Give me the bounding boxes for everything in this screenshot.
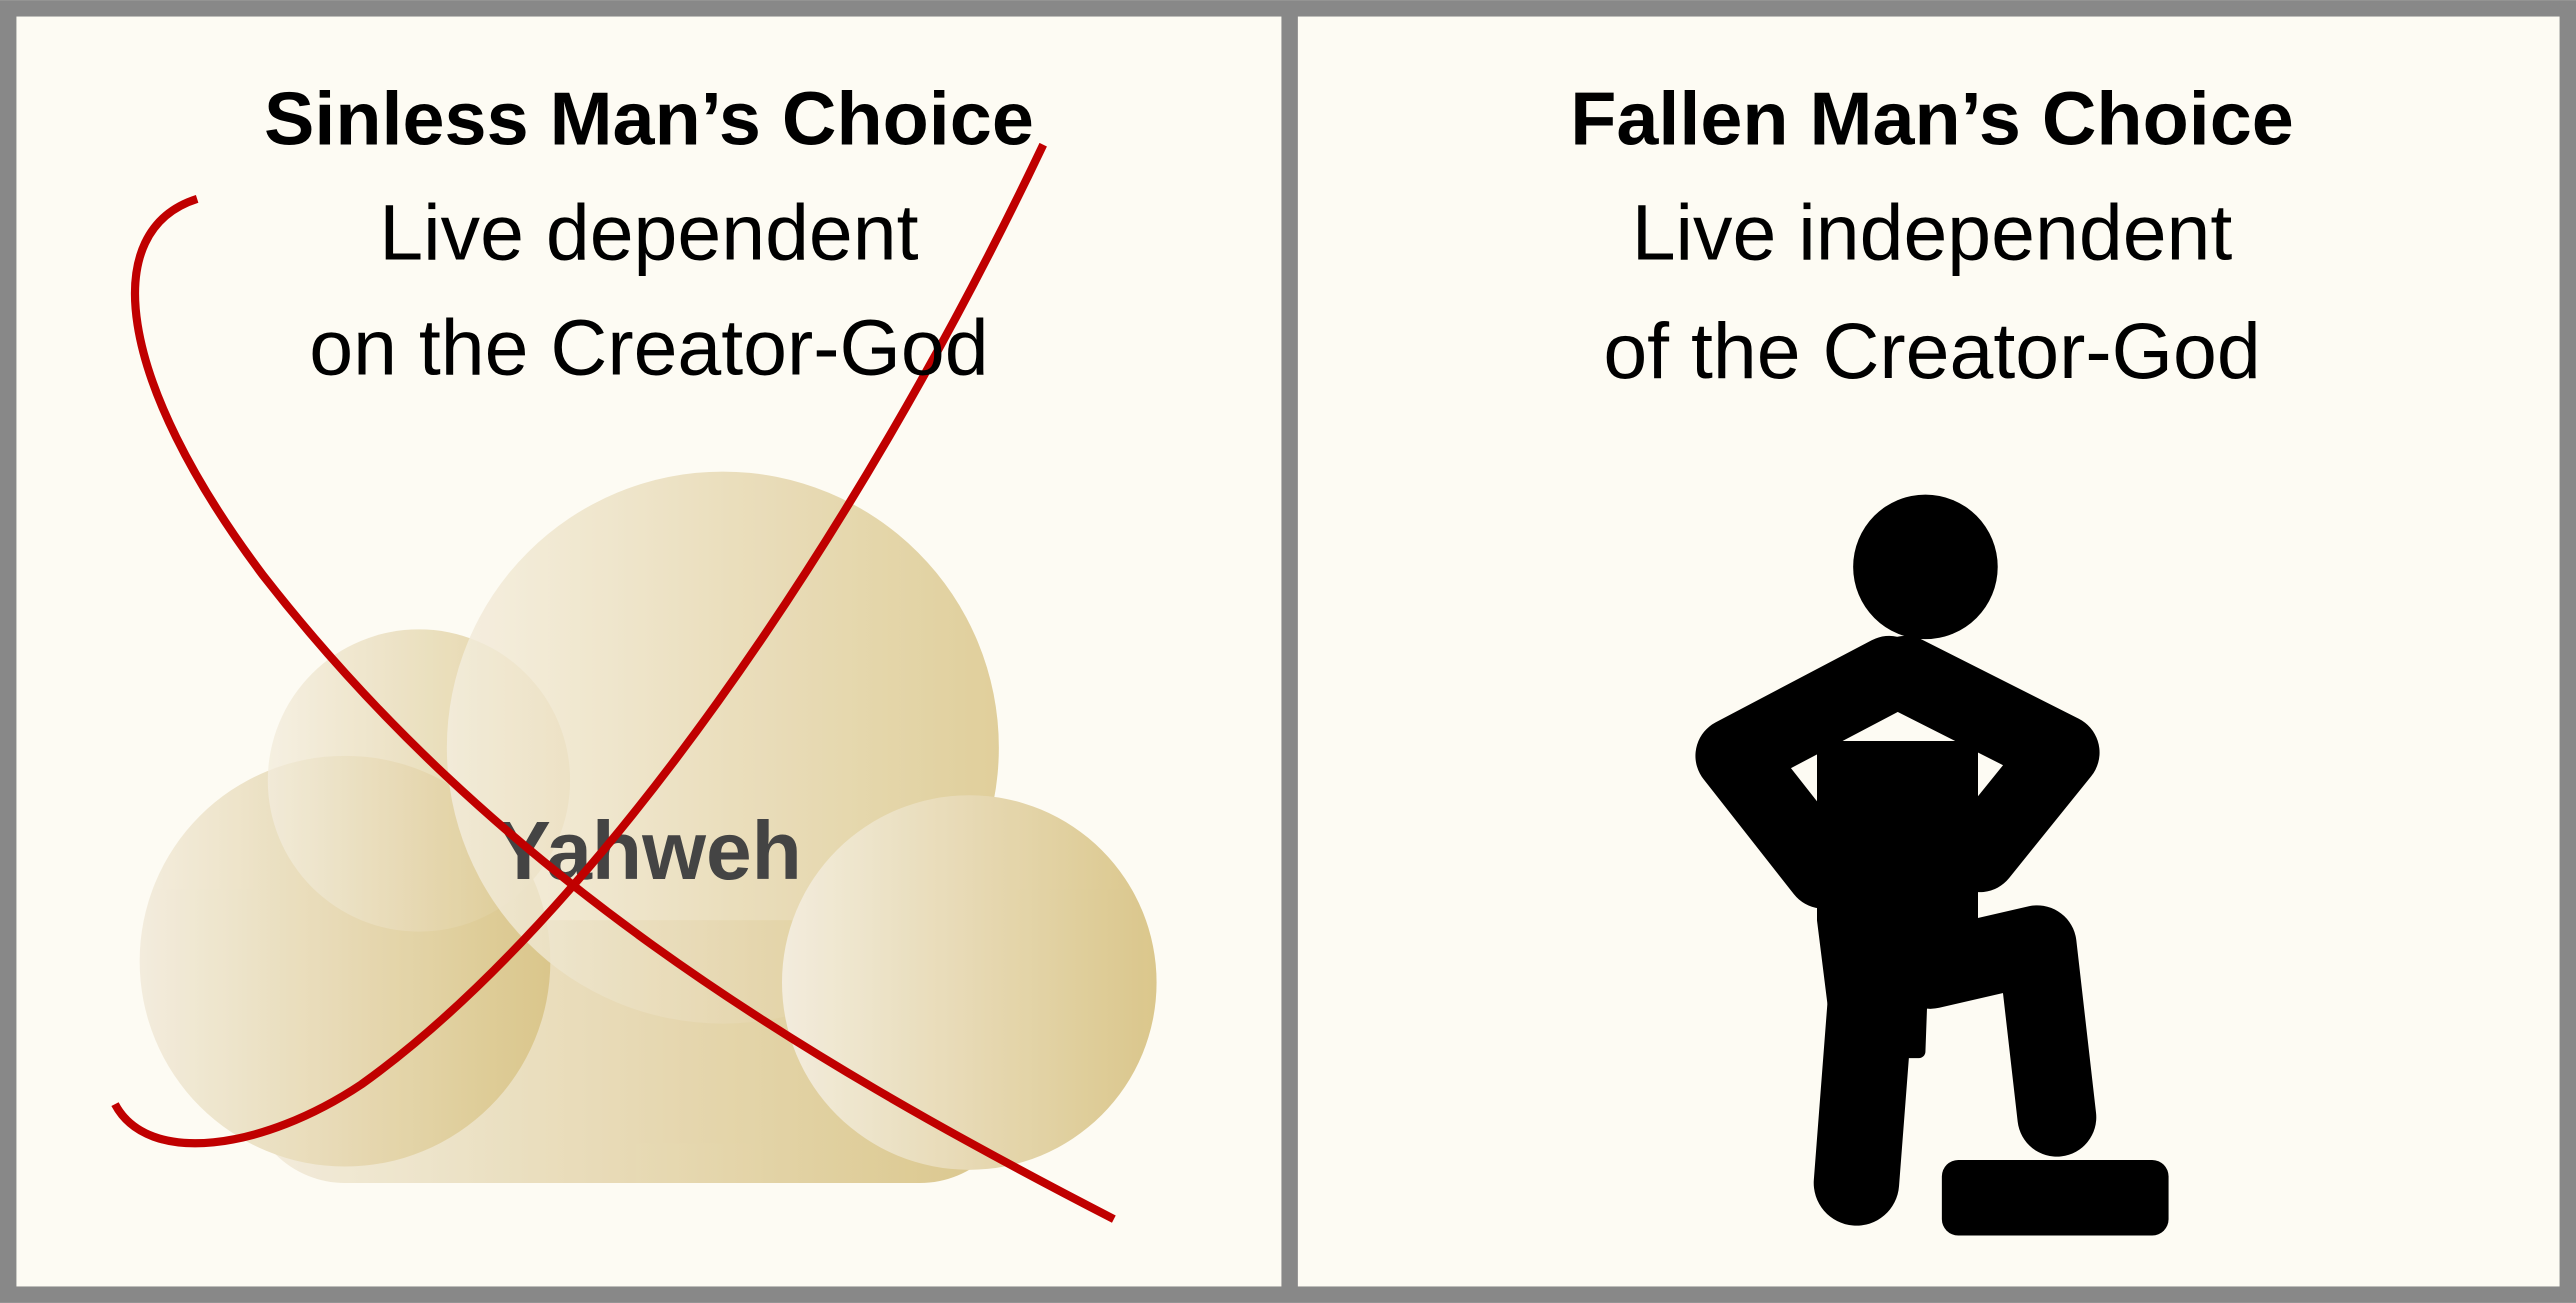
panel-text: Live dependent (379, 189, 918, 277)
cloud (139, 471, 1157, 1183)
person-icon (1695, 494, 2169, 1236)
right-panel: Fallen Man’s Choice Live independent of … (1570, 78, 2294, 1236)
cross-stroke (131, 194, 1116, 1223)
panel-text: Live independent (1632, 189, 2233, 277)
left-panel: Yahweh Sinless Man’s Choice Live depende… (111, 78, 1157, 1223)
cloud-label: Yahweh (496, 806, 802, 897)
panel-text: on the Creator-God (309, 304, 988, 392)
cross-stroke (111, 142, 1047, 1148)
panel-text: of the Creator-God (1603, 307, 2260, 395)
panel-title: Sinless Man’s Choice (264, 78, 1034, 162)
panel-title: Fallen Man’s Choice (1570, 78, 2294, 162)
